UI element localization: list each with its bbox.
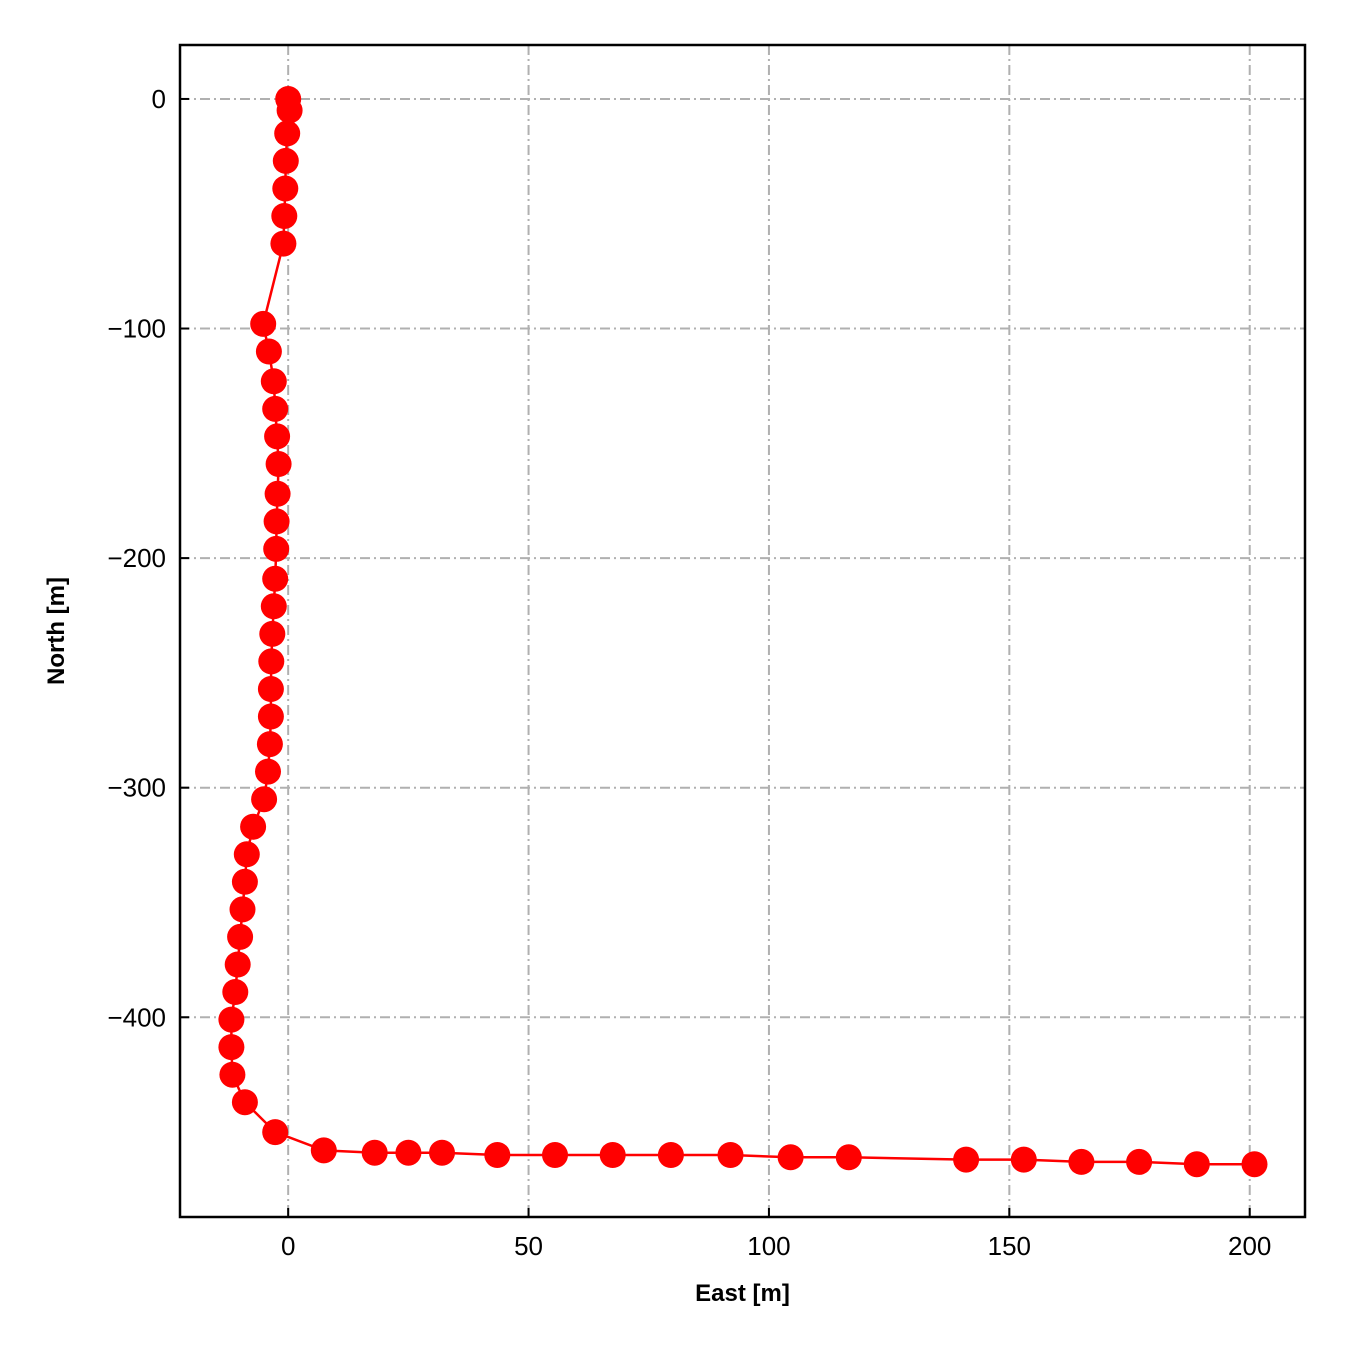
track-point xyxy=(429,1139,455,1166)
track-point xyxy=(274,120,301,147)
track-point xyxy=(657,1142,684,1168)
track-point xyxy=(227,923,254,950)
x-tick-label: 50 xyxy=(514,1231,543,1261)
axis-ticks: 0 50 100 150 200 0 −100 −200 −300 −400 xyxy=(107,84,1271,1261)
track-point xyxy=(218,1034,245,1061)
y-axis-label: North [m] xyxy=(43,577,70,685)
x-tick-label: 200 xyxy=(1228,1231,1271,1261)
track-point xyxy=(240,813,267,840)
track-point xyxy=(263,535,290,562)
track-point xyxy=(260,593,287,620)
track-point xyxy=(260,368,287,395)
plot-frame xyxy=(178,43,1307,1219)
track-point xyxy=(264,423,291,450)
y-tick-label: −300 xyxy=(107,773,166,803)
track-point xyxy=(231,1089,258,1116)
track-point xyxy=(256,731,283,758)
track-point xyxy=(263,508,290,535)
track-point xyxy=(1010,1146,1037,1173)
track-point xyxy=(255,758,281,785)
track-point xyxy=(257,703,284,730)
track-point xyxy=(229,896,256,923)
track-point xyxy=(222,979,249,1005)
track-point xyxy=(542,1142,568,1168)
track-point xyxy=(224,951,251,978)
track-point xyxy=(953,1146,980,1173)
track-point xyxy=(777,1144,804,1171)
track-point xyxy=(258,648,285,675)
track-point xyxy=(276,97,303,124)
y-tick-label: −100 xyxy=(107,314,166,344)
track-point xyxy=(219,1061,246,1088)
x-tick-label: 100 xyxy=(747,1231,790,1261)
track-point xyxy=(257,676,284,702)
track-point xyxy=(251,786,278,813)
track-point xyxy=(717,1142,744,1168)
plot-series xyxy=(218,86,1268,1178)
track-point xyxy=(218,1006,245,1033)
track-point xyxy=(272,175,299,202)
x-tick-label: 150 xyxy=(988,1231,1031,1261)
track-point xyxy=(233,841,260,868)
track-point xyxy=(1183,1151,1210,1178)
track-point xyxy=(265,451,292,477)
track-point xyxy=(270,230,297,257)
track-point xyxy=(484,1142,511,1168)
x-tick-label: 0 xyxy=(281,1231,295,1261)
track-point xyxy=(361,1139,388,1166)
track-point xyxy=(1241,1151,1268,1178)
track-point xyxy=(231,868,258,895)
track-point xyxy=(1126,1148,1153,1175)
track-point xyxy=(262,395,289,422)
track-point xyxy=(1068,1148,1095,1175)
track-point xyxy=(255,338,282,365)
y-tick-label: 0 xyxy=(152,84,166,114)
track-point xyxy=(395,1139,422,1166)
track-point xyxy=(262,1119,289,1146)
track-point xyxy=(310,1137,337,1164)
track-point xyxy=(264,480,291,507)
track-point xyxy=(250,310,277,337)
y-tick-label: −200 xyxy=(107,543,166,573)
track-point xyxy=(272,147,299,174)
y-tick-label: −400 xyxy=(107,1002,166,1032)
track-point xyxy=(262,565,289,592)
track-point xyxy=(271,203,298,229)
track-point xyxy=(259,620,286,647)
track-point xyxy=(835,1144,862,1171)
track-point xyxy=(599,1142,626,1168)
x-axis-label: East [m] xyxy=(695,1280,790,1307)
